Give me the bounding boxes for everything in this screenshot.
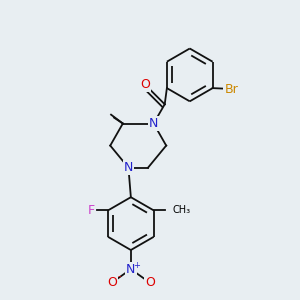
Text: O: O	[140, 78, 150, 91]
Text: -: -	[118, 271, 122, 281]
Text: +: +	[133, 261, 140, 270]
Text: O: O	[145, 276, 155, 289]
Text: N: N	[149, 117, 158, 130]
Text: N: N	[124, 161, 133, 174]
Text: N: N	[126, 263, 136, 276]
Text: CH₃: CH₃	[172, 206, 191, 215]
Text: F: F	[88, 204, 95, 217]
Text: Br: Br	[224, 83, 238, 96]
Text: O: O	[107, 276, 117, 289]
